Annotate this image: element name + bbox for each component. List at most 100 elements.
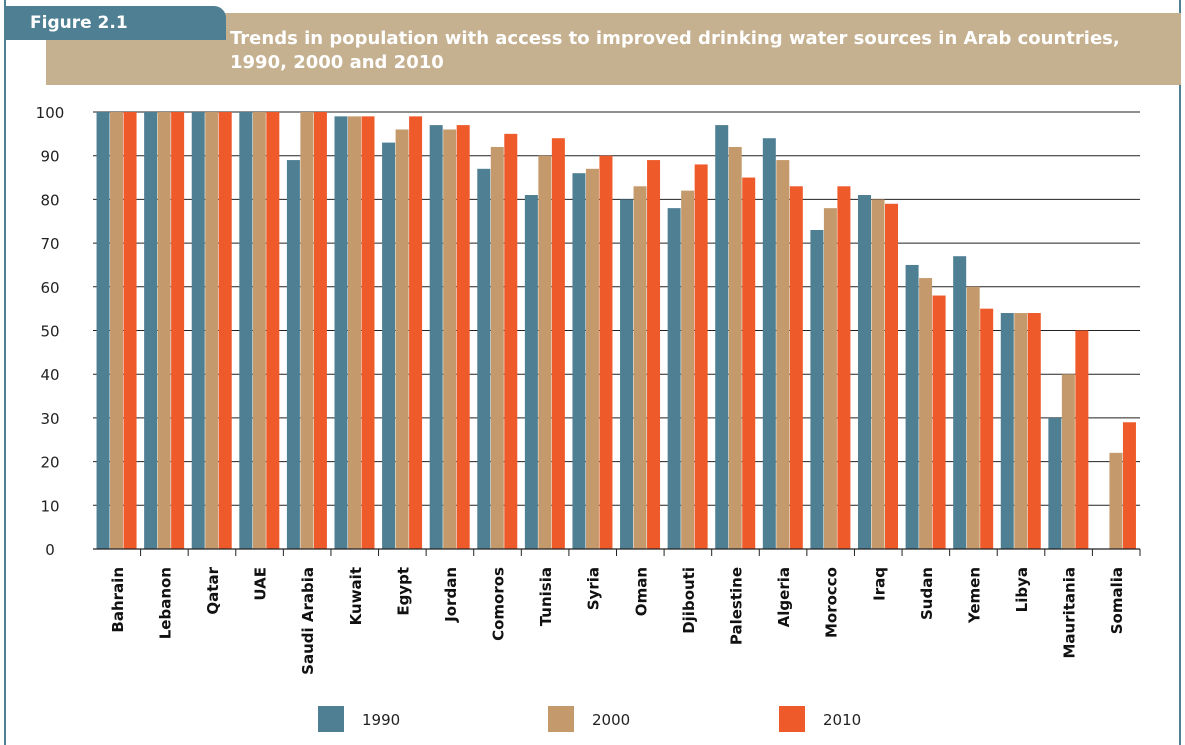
bar-2000-algeria xyxy=(776,160,790,549)
bar-2010-syria xyxy=(599,155,613,549)
x-tick-label: Oman xyxy=(632,567,650,616)
x-tick-label: Djibouti xyxy=(680,567,698,634)
bar-2000-bahrain xyxy=(110,112,124,549)
legend-label-2000: 2000 xyxy=(592,711,630,729)
bar-2010-libya xyxy=(1027,313,1041,549)
x-tick-label: UAE xyxy=(252,567,270,601)
x-tick-label: Somalia xyxy=(1108,567,1126,634)
bar-2000-qatar xyxy=(205,112,219,549)
y-tick-label: 0 xyxy=(45,541,55,559)
y-tick-label: 30 xyxy=(40,410,59,428)
legend-label-1990: 1990 xyxy=(362,711,400,729)
x-tick-label: Mauritania xyxy=(1061,567,1079,659)
y-tick-label: 90 xyxy=(40,148,59,166)
bar-1990-comoros xyxy=(477,168,491,549)
bar-1990-mauritania xyxy=(1048,417,1062,549)
y-tick-label: 20 xyxy=(40,454,59,472)
bar-2010-tunisia xyxy=(551,138,565,549)
bar-1990-jordan xyxy=(429,125,443,550)
bar-1990-sudan xyxy=(905,264,919,549)
bar-2000-egypt xyxy=(395,129,409,550)
bar-2000-somalia xyxy=(1109,452,1123,549)
bar-2010-uae xyxy=(266,112,280,549)
x-tick-label: Comoros xyxy=(490,567,508,641)
chart-title: Trends in population with access to impr… xyxy=(230,28,1120,73)
bar-2000-yemen xyxy=(966,286,980,549)
x-tick-label: Bahrain xyxy=(109,567,127,633)
bar-1990-syria xyxy=(572,173,586,549)
bar-1990-egypt xyxy=(382,142,396,549)
bar-1990-morocco xyxy=(810,229,824,550)
x-tick-labels: Bahrain Lebanon Qatar UAE Saudi Arabia Kuwait… xyxy=(109,566,1126,674)
bar-2000-morocco xyxy=(823,208,837,549)
bar-2000-djibouti xyxy=(681,190,695,549)
figure-frame xyxy=(4,0,1181,745)
bar-1990-tunisia xyxy=(524,195,538,549)
y-tick-label: 70 xyxy=(40,235,59,253)
bar-2000-iraq xyxy=(871,199,885,549)
bar-1990-algeria xyxy=(762,138,776,549)
bar-2010-oman xyxy=(647,160,661,549)
bar-2010-egypt xyxy=(409,116,423,550)
bar-1990-bahrain xyxy=(96,112,110,549)
legend: 1990 2000 2010 xyxy=(318,706,861,732)
y-tick-label: 100 xyxy=(36,104,65,122)
bar-2000-saudi-arabia xyxy=(300,112,314,549)
x-tick-label: Tunisia xyxy=(537,567,555,626)
y-tick-label: 40 xyxy=(40,366,59,384)
legend-label-2010: 2010 xyxy=(823,711,861,729)
title-banner: Trends in population with access to impr… xyxy=(46,13,1181,85)
legend-swatch-1990 xyxy=(318,706,344,732)
bar-2010-jordan xyxy=(456,125,470,550)
bar-2010-palestine xyxy=(742,177,756,550)
bar-2000-lebanon xyxy=(157,112,171,549)
bar-2010-saudi-arabia xyxy=(313,112,327,549)
x-tick-label: Yemen xyxy=(965,567,983,624)
y-tick-label: 80 xyxy=(40,191,59,209)
y-tick-label: 10 xyxy=(40,497,59,515)
bar-2010-comoros xyxy=(504,133,518,549)
x-tick-label: Qatar xyxy=(204,566,222,614)
bar-1990-saudi-arabia xyxy=(286,160,300,549)
bar-2010-bahrain xyxy=(123,112,137,549)
bar-1990-djibouti xyxy=(667,208,681,549)
bar-1990-uae xyxy=(239,112,253,549)
x-tick-label: Egypt xyxy=(394,567,412,616)
y-tick-label: 60 xyxy=(40,279,59,297)
legend-swatch-2000 xyxy=(548,706,574,732)
bar-2000-jordan xyxy=(443,129,457,550)
bar-2010-morocco xyxy=(837,186,851,550)
bar-2000-mauritania xyxy=(1061,374,1075,549)
bar-2000-syria xyxy=(585,168,599,549)
bar-2010-somalia xyxy=(1122,422,1136,549)
x-tick-label: Kuwait xyxy=(347,567,365,625)
bar-2000-libya xyxy=(1014,313,1028,549)
bar-2010-yemen xyxy=(980,308,994,549)
legend-swatch-2010 xyxy=(779,706,805,732)
x-tick-label: Algeria xyxy=(775,567,793,627)
bars xyxy=(96,112,1136,550)
bar-2010-algeria xyxy=(789,186,803,550)
x-tick-label: Morocco xyxy=(823,567,841,638)
x-tick-label: Palestine xyxy=(727,567,745,645)
bar-2000-tunisia xyxy=(538,155,552,549)
figure-label: Figure 2.1 xyxy=(4,6,226,40)
x-tick-label: Sudan xyxy=(918,567,936,620)
bar-2010-iraq xyxy=(885,203,898,549)
x-tick-label: Jordan xyxy=(442,567,460,623)
bar-2010-kuwait xyxy=(361,116,375,550)
bar-2000-uae xyxy=(252,112,266,549)
x-tick-label: Lebanon xyxy=(156,567,174,639)
y-tick-label: 50 xyxy=(40,323,59,341)
bar-1990-libya xyxy=(1000,313,1014,549)
bar-2000-sudan xyxy=(919,278,933,549)
bar-2000-comoros xyxy=(490,146,504,549)
x-tick-label: Iraq xyxy=(870,567,888,601)
x-axis xyxy=(93,548,1141,556)
bar-2010-mauritania xyxy=(1075,330,1089,549)
bar-1990-kuwait xyxy=(334,116,348,550)
bar-2010-lebanon xyxy=(171,112,185,549)
x-tick-label: Syria xyxy=(585,567,603,610)
bar-2010-djibouti xyxy=(694,164,708,549)
